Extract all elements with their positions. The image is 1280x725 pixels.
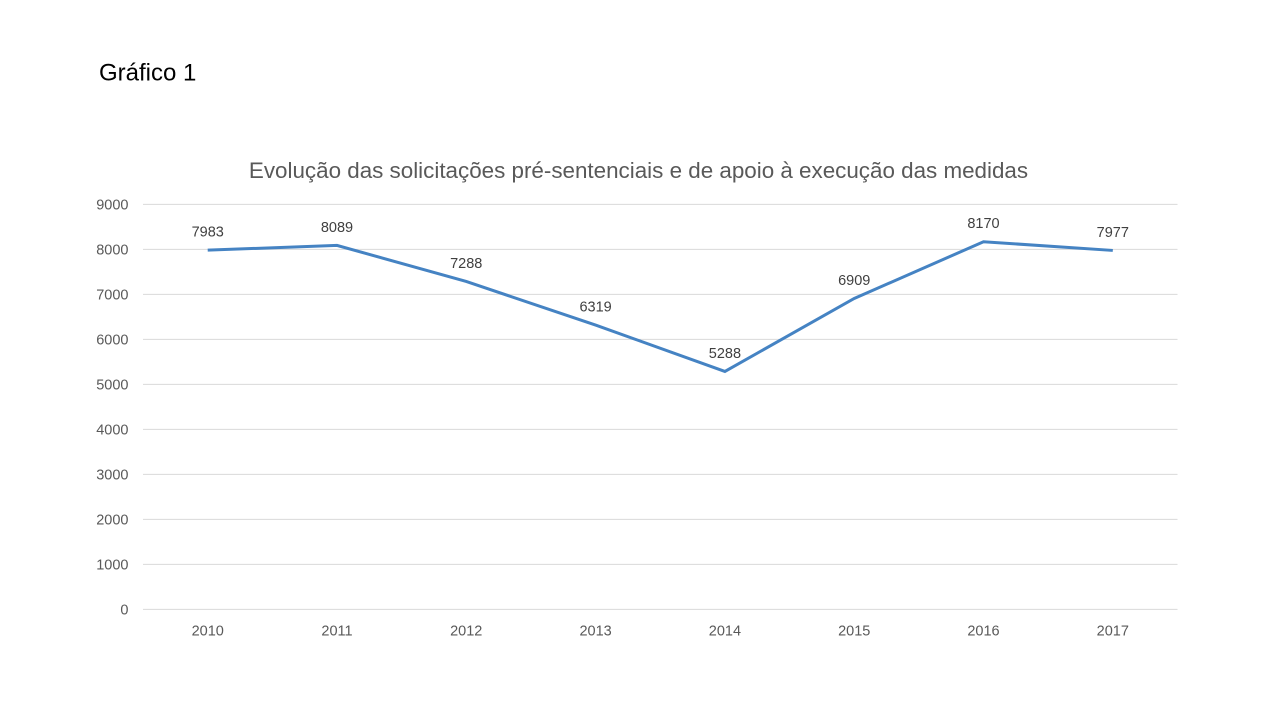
svg-text:9000: 9000	[96, 197, 128, 213]
svg-text:Evolução das solicitações pré-: Evolução das solicitações pré-sentenciai…	[249, 158, 1028, 183]
svg-text:4000: 4000	[96, 422, 128, 438]
svg-text:8000: 8000	[96, 242, 128, 258]
svg-text:5288: 5288	[709, 346, 741, 362]
svg-text:2014: 2014	[709, 623, 741, 639]
svg-text:2013: 2013	[579, 623, 611, 639]
svg-text:8089: 8089	[321, 220, 353, 236]
svg-text:6000: 6000	[96, 332, 128, 348]
svg-text:3000: 3000	[96, 467, 128, 483]
svg-text:2017: 2017	[1097, 623, 1129, 639]
svg-text:2012: 2012	[450, 623, 482, 639]
svg-text:0: 0	[120, 602, 128, 618]
svg-text:2011: 2011	[321, 623, 352, 639]
svg-text:2000: 2000	[96, 512, 128, 528]
svg-text:Gráfico 1: Gráfico 1	[99, 60, 196, 87]
svg-text:6319: 6319	[579, 300, 611, 316]
svg-text:7000: 7000	[96, 287, 128, 303]
svg-text:8170: 8170	[967, 216, 999, 232]
svg-text:6909: 6909	[838, 273, 870, 289]
svg-text:7983: 7983	[192, 225, 224, 241]
svg-text:7977: 7977	[1097, 225, 1129, 241]
svg-text:1000: 1000	[96, 557, 128, 573]
svg-text:2015: 2015	[838, 623, 870, 639]
svg-text:7288: 7288	[450, 256, 482, 272]
svg-text:2010: 2010	[192, 623, 224, 639]
svg-text:2016: 2016	[967, 623, 999, 639]
svg-text:5000: 5000	[96, 377, 128, 393]
